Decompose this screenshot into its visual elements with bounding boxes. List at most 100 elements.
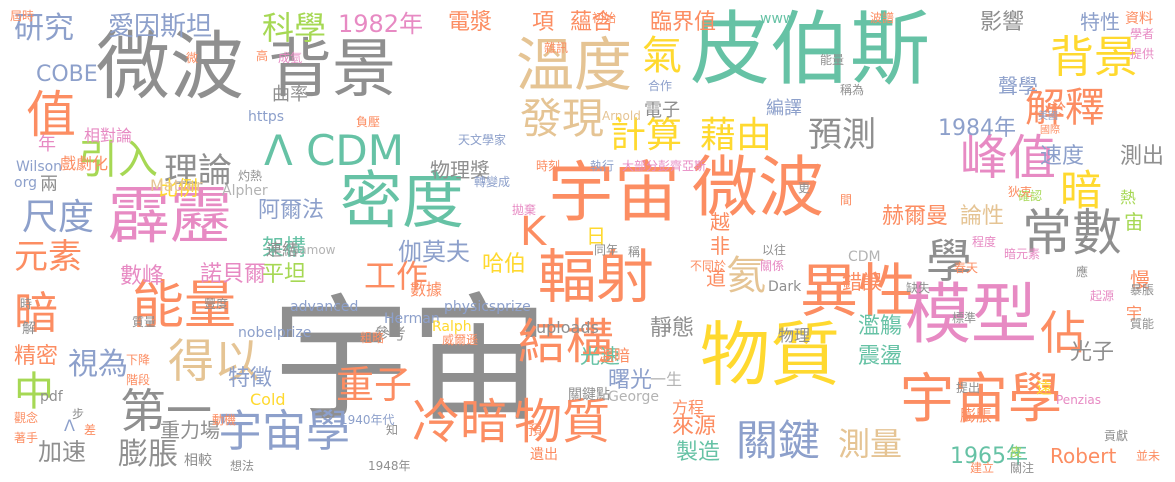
cloud-word: 提供: [1130, 47, 1155, 61]
cloud-word: 雜訊: [544, 41, 569, 55]
cloud-word: 下降: [126, 353, 151, 367]
cloud-word: 宇宙學: [900, 367, 1062, 430]
cloud-word: 非: [710, 234, 730, 258]
cloud-word: 膨脹: [118, 437, 178, 472]
cloud-word: 慢: [1130, 268, 1150, 292]
cloud-word: COBE: [36, 62, 98, 87]
cloud-word: 質量: [132, 315, 157, 329]
cloud-word: 背景: [1050, 32, 1138, 83]
cloud-word: 觀念: [14, 411, 39, 425]
cloud-word: 執行: [590, 159, 615, 173]
cloud-word: 臨界值: [650, 10, 717, 35]
cloud-word: 得以: [168, 334, 260, 388]
cloud-word: Robert: [1050, 444, 1117, 468]
cloud-word: 道: [706, 266, 726, 290]
cloud-word: pdf: [40, 389, 63, 405]
cloud-word: 日: [586, 224, 606, 248]
cloud-word: 常數: [1022, 204, 1122, 262]
cloud-word: 預測: [808, 115, 876, 155]
cloud-word: 能量: [132, 276, 237, 336]
cloud-word: 貢獻: [1104, 429, 1129, 443]
cloud-word: 國際: [1040, 125, 1060, 136]
cloud-word: 初始: [592, 11, 617, 25]
cloud-word: 赫爾曼: [882, 204, 949, 229]
cloud-word: 1965年: [950, 444, 1028, 469]
cloud-word: 美國: [1038, 111, 1058, 122]
cloud-word: 屆時: [10, 9, 35, 23]
cloud-word: 起源: [1090, 289, 1115, 303]
cloud-word: 年: [38, 134, 56, 155]
cloud-word: 豐度: [204, 297, 229, 311]
cloud-word: K: [520, 209, 547, 255]
cloud-word: www: [760, 11, 795, 27]
cloud-word: 佔: [1040, 306, 1086, 360]
cloud-word: 光速: [580, 344, 620, 368]
cloud-word: 平坦: [262, 262, 307, 287]
cloud-word: 並未: [1136, 449, 1161, 463]
cloud-word: 暗: [1060, 166, 1103, 215]
cloud-word: 著手: [14, 431, 39, 445]
cloud-word: 宇: [1126, 304, 1143, 323]
cloud-word: George: [608, 389, 660, 405]
cloud-word: 暗元素: [1004, 247, 1041, 261]
cloud-word: 來源: [672, 414, 717, 439]
cloud-word: 皮: [1010, 445, 1023, 459]
cloud-word: 負壓: [356, 115, 381, 129]
cloud-word: 藉由: [700, 115, 773, 156]
cloud-word: 論性: [960, 204, 1005, 229]
cloud-word: 結構: [518, 314, 615, 370]
cloud-word: 暴脹: [1130, 283, 1155, 297]
cloud-word: 光子: [1070, 340, 1115, 365]
cloud-word: 引入: [78, 137, 158, 183]
cloud-word: 程度: [972, 235, 997, 249]
cloud-word: 差: [84, 423, 97, 437]
cloud-word: 關鍵點: [568, 387, 610, 403]
cloud-word: 稱為: [840, 83, 865, 97]
cloud-word: 1984年: [938, 116, 1016, 141]
cloud-word: Matter: [150, 176, 203, 195]
cloud-word: 數峰: [120, 264, 165, 289]
cloud-word: 關鍵: [736, 416, 821, 465]
cloud-word: 彭齊亞斯: [658, 159, 707, 173]
cloud-word: Dark: [768, 279, 802, 295]
cloud-word: 輻射: [538, 243, 655, 311]
cloud-word: 春天: [954, 261, 979, 275]
cloud-word: 物理獎: [430, 158, 490, 182]
cloud-word: 宙: [1124, 210, 1144, 234]
cloud-word: 方程: [672, 398, 705, 417]
cloud-word: 解釋: [1025, 85, 1105, 131]
cloud-word: 背景: [268, 33, 396, 107]
cloud-word: 合作: [648, 79, 673, 93]
cloud-word: 大部分: [622, 159, 659, 173]
cloud-word: 研究: [14, 11, 74, 46]
cloud-word: 視為: [68, 347, 128, 382]
cloud-word: 學者: [1130, 27, 1155, 41]
cloud-word: 1948年: [368, 459, 411, 473]
cloud-word: 中: [14, 369, 54, 415]
cloud-word: 計算: [610, 115, 683, 156]
cloud-word: 溫暗: [598, 346, 631, 365]
cloud-word: 精密: [14, 344, 59, 369]
cloud-word: 關係: [760, 259, 785, 273]
cloud-word: 氦: [726, 253, 766, 299]
cloud-word: 一生: [650, 370, 683, 389]
cloud-word: 蘊含: [570, 10, 615, 35]
cloud-word: 發現: [520, 94, 605, 143]
cloud-word: 動機: [212, 413, 237, 427]
cloud-word: org: [14, 175, 37, 191]
cloud-word: 數據: [410, 280, 443, 299]
cloud-word: uploads: [536, 318, 599, 337]
cloud-word: 小於: [1034, 100, 1067, 119]
cloud-word: 學: [926, 234, 972, 288]
cloud-word: 1982年: [338, 10, 424, 38]
cloud-word: 缺失: [906, 281, 931, 295]
cloud-word: nobelprize: [238, 325, 312, 341]
cloud-word: 速度: [1040, 144, 1085, 169]
cloud-word: 膨脹: [960, 406, 993, 425]
cloud-word: 物質: [514, 394, 611, 450]
cloud-word: 第一: [120, 384, 212, 438]
cloud-word: 知: [386, 423, 399, 437]
cloud-word: Ralph: [432, 319, 472, 335]
cloud-word: 同年: [594, 243, 619, 257]
